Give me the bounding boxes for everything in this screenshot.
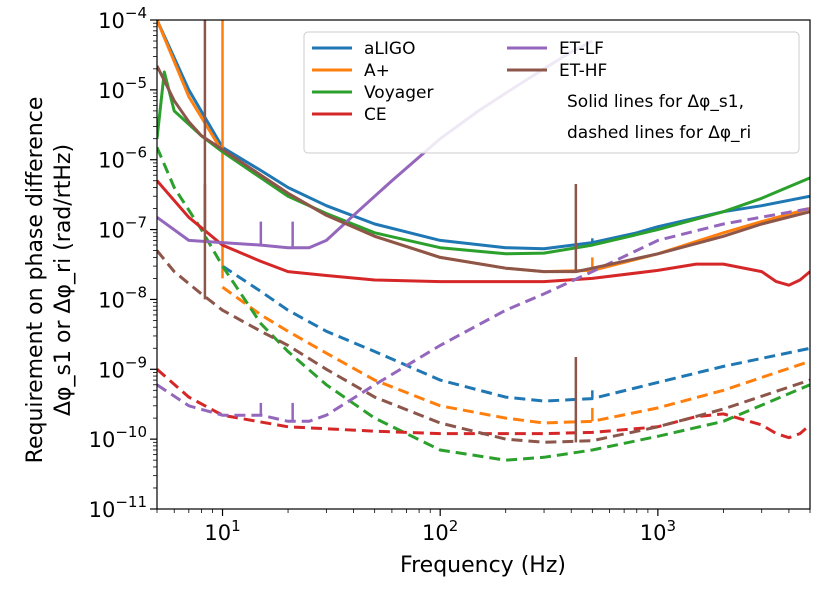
legend-label-voyager: Voyager (364, 83, 433, 103)
y-tick-label: 10−4 (98, 4, 147, 33)
y-tick-label: 10−6 (98, 144, 147, 173)
series-layer (157, 20, 810, 462)
legend-label-aligo: aLIGO (364, 39, 415, 59)
y-tick-label: 10−9 (98, 353, 147, 382)
legend-note-line1: Solid lines for Δφ_s1, (567, 92, 744, 112)
series-line-et-lf-dashed (157, 207, 810, 423)
y-tick-label: 10−11 (89, 493, 147, 522)
y-axis-label-line2: Δφ_s1 or Δφ_ri (rad/rtHz) (51, 144, 76, 416)
x-tick-label: 103 (640, 517, 676, 545)
legend-label-et-lf: ET-LF (559, 39, 604, 59)
series-line-ce-solid (157, 179, 810, 287)
legend-label-et-hf: ET-HF (559, 61, 607, 81)
ticks: 101 102 103 10−11 10−10 10−9 10−8 10−7 10−6 10−5 1… (89, 4, 811, 545)
legend-box (303, 31, 800, 154)
series-line-aligo-dashed (221, 264, 810, 403)
series-line-ce-dashed (157, 368, 810, 440)
series-line-a--dashed (221, 285, 810, 425)
y-tick-label: 10−7 (98, 214, 147, 243)
legend-label-ce: CE (364, 105, 387, 125)
y-tick-label: 10−5 (98, 74, 147, 103)
x-axis-label: Frequency (Hz) (400, 553, 566, 578)
legend-label-a-: A+ (364, 61, 390, 81)
series-line-et-hf-solid (157, 65, 810, 274)
y-tick-label: 10−8 (98, 283, 147, 312)
x-tick-label: 102 (422, 517, 458, 545)
y-tick-label: 10−10 (89, 423, 147, 452)
x-tick-label: 101 (204, 517, 240, 545)
plot-frame (156, 19, 811, 510)
series-line-et-hf-dashed (157, 249, 810, 444)
y-axis-label-line1: Requirement on phase difference (23, 97, 48, 464)
legend-note-line2: dashed lines for Δφ_ri (567, 123, 751, 143)
